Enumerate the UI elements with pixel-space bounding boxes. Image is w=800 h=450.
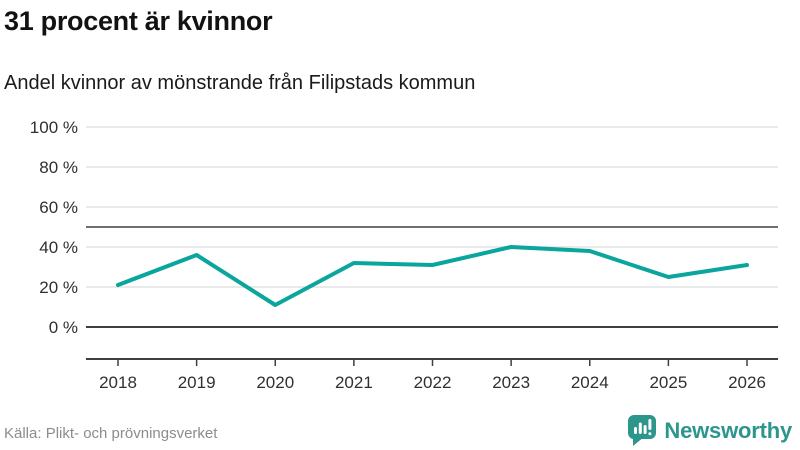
y-tick-label: 20 % — [39, 278, 78, 297]
x-tick-label: 2021 — [335, 373, 373, 392]
gridlines — [86, 126, 778, 328]
x-axis: 2018 2019 2020 2021 2022 2023 2024 2025 2026 — [86, 358, 778, 392]
y-tick-label: 60 % — [39, 198, 78, 217]
x-tick-label: 2018 — [99, 373, 137, 392]
x-tick-label: 2022 — [414, 373, 452, 392]
source-note: Källa: Plikt- och prövningsverket — [4, 425, 218, 442]
page-title: 31 procent är kvinnor — [4, 6, 273, 36]
x-tick-label: 2024 — [571, 373, 609, 392]
x-tick-label: 2023 — [492, 373, 530, 392]
chart-subtitle: Andel kvinnor av mönstrande från Filipst… — [4, 72, 476, 94]
x-tick-label: 2019 — [178, 373, 216, 392]
y-tick-label: 0 % — [49, 318, 78, 337]
x-tick-label: 2026 — [728, 373, 766, 392]
y-axis-labels: 0 % 20 % 40 % 60 % 80 % 100 % — [30, 118, 78, 337]
x-tick-label: 2025 — [649, 373, 687, 392]
newsworthy-wordmark: Newsworthy — [664, 417, 792, 443]
y-tick-label: 100 % — [30, 118, 78, 137]
newsworthy-logo-icon — [628, 415, 657, 446]
y-tick-label: 40 % — [39, 238, 78, 257]
series-line — [116, 245, 749, 307]
newsworthy-logo: Newsworthy — [627, 414, 792, 447]
line-chart: 0 % 20 % 40 % 60 % 80 % 100 % 2018 2019 2020 2021… — [30, 118, 778, 392]
y-tick-label: 80 % — [39, 158, 78, 177]
x-tick-label: 2020 — [256, 373, 294, 392]
